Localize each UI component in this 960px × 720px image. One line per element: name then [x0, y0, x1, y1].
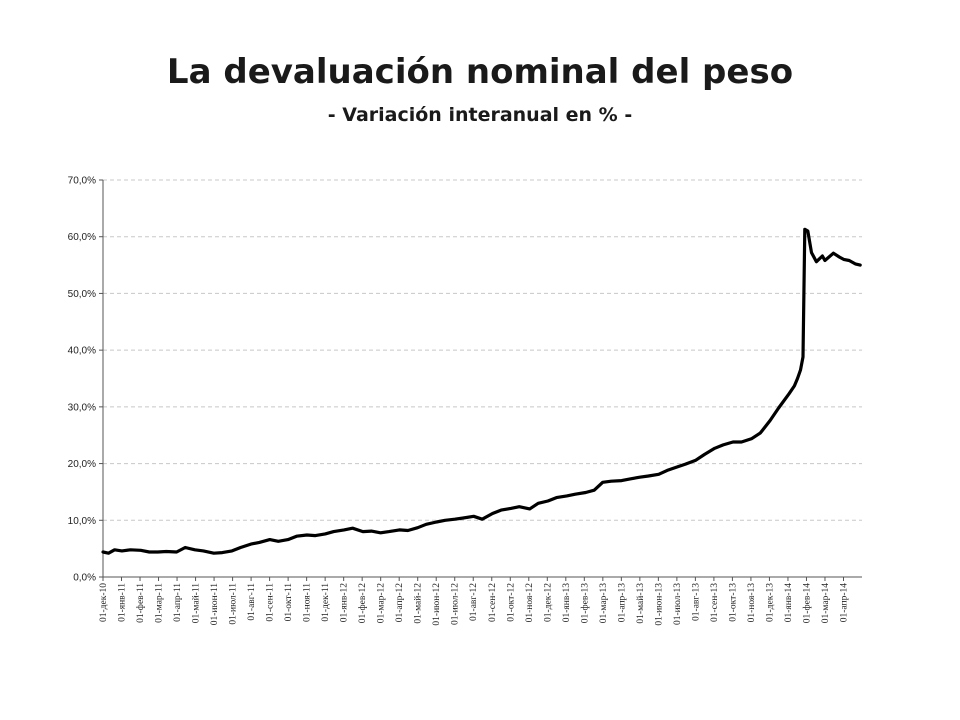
x-tick-label: 01-окт-11 — [284, 583, 294, 622]
x-tick-label: 01-дек-13 — [765, 583, 775, 622]
x-tick-label: 01-мар-12 — [377, 583, 387, 623]
y-tick-label: 60,0% — [68, 232, 96, 243]
y-tick-label: 50,0% — [68, 289, 96, 300]
x-tick-label: 01-окт-13 — [728, 583, 738, 622]
x-tick-label: 01-мар-13 — [599, 583, 609, 623]
x-tick-label: 01-сен-12 — [488, 583, 498, 622]
x-tick-label: 01-авг-12 — [469, 583, 479, 621]
x-tick-label: 01-фев-12 — [357, 583, 368, 623]
y-tick-label: 40,0% — [68, 346, 96, 357]
x-tick-label: 01-сен-11 — [266, 583, 276, 622]
y-tick-label: 20,0% — [68, 459, 96, 470]
x-tick-label: 01-июл-13 — [673, 583, 683, 625]
x-tick-label: 01-апр-12 — [395, 583, 405, 623]
x-tick-label: 01-фев-11 — [135, 583, 146, 623]
x-tick-label: 01-сен-13 — [710, 583, 720, 622]
x-tick-label: 01-янв-11 — [118, 583, 128, 622]
x-tick-label: 01-июн-11 — [210, 583, 220, 625]
x-tick-label: 01-ноя-11 — [303, 583, 313, 622]
y-tick-label: 70,0% — [68, 176, 96, 187]
y-tick-label: 30,0% — [68, 402, 96, 413]
x-tick-label: 01-ноя-12 — [525, 583, 535, 623]
x-tick-label: 01-фев-13 — [579, 583, 590, 623]
x-tick-label: 01-июл-12 — [451, 583, 461, 625]
x-tick-label: 01-дек-12 — [543, 583, 553, 622]
x-tick-label: 01-авг-13 — [691, 583, 701, 621]
x-tick-label: 01-дек-11 — [321, 583, 331, 622]
x-tick-label: 01-мар-11 — [155, 583, 165, 623]
y-tick-label: 0,0% — [73, 573, 96, 584]
x-tick-label: 01-янв-12 — [340, 583, 350, 623]
x-tick-label: 01-апр-14 — [839, 583, 849, 623]
x-tick-label: 01-янв-13 — [562, 583, 572, 623]
x-tick-label: 01-июн-13 — [654, 583, 664, 626]
x-tick-label: 01-апр-11 — [173, 583, 183, 622]
x-tick-label: 01-авг-11 — [247, 583, 257, 621]
chart-title: La devaluación nominal del peso — [166, 52, 794, 92]
x-tick-label: 01-мар-14 — [821, 583, 831, 623]
x-tick-label: 01-июл-11 — [229, 583, 239, 625]
series-line — [101, 227, 862, 555]
x-tick-label: 01-ноя-13 — [747, 583, 757, 623]
x-tick-label: 01-дек-10 — [99, 583, 109, 622]
x-tick-label: 01-янв-14 — [784, 583, 794, 623]
x-tick-label: 01-май-11 — [191, 583, 202, 623]
x-tick-label: 01-май-12 — [413, 583, 424, 624]
x-tick-label: 01-фев-14 — [801, 583, 812, 623]
x-tick-label: 01-июн-12 — [432, 583, 442, 626]
x-tick-label: 01-окт-12 — [506, 583, 516, 622]
y-tick-label: 10,0% — [68, 516, 96, 527]
x-tick-label: 01-апр-13 — [617, 583, 627, 623]
x-tick-label: 01-май-13 — [635, 583, 646, 624]
chart-subtitle: - Variación interanual en % - — [327, 104, 633, 126]
